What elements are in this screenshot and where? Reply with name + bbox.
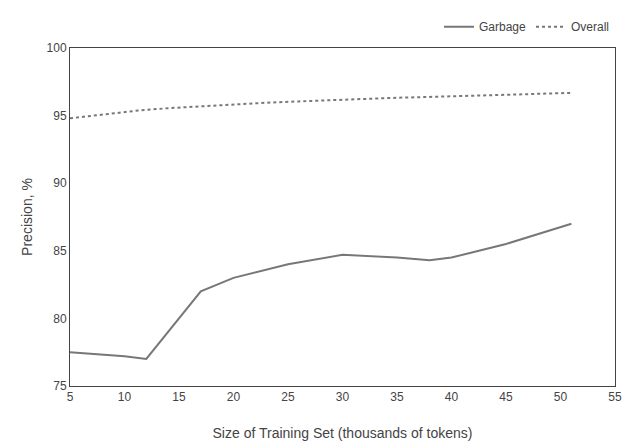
svg-text:45: 45 xyxy=(499,390,513,404)
svg-text:90: 90 xyxy=(53,176,67,190)
svg-text:80: 80 xyxy=(53,312,67,326)
svg-text:30: 30 xyxy=(336,390,350,404)
svg-text:50: 50 xyxy=(554,390,568,404)
svg-text:35: 35 xyxy=(390,390,404,404)
svg-text:85: 85 xyxy=(53,244,67,258)
svg-text:55: 55 xyxy=(608,390,622,404)
svg-text:Size of Training Set (thousand: Size of Training Set (thousands of token… xyxy=(213,425,473,441)
svg-text:Precision, %: Precision, % xyxy=(19,178,35,256)
svg-text:95: 95 xyxy=(53,109,67,123)
svg-text:20: 20 xyxy=(227,390,241,404)
svg-text:40: 40 xyxy=(445,390,459,404)
svg-text:Garbage: Garbage xyxy=(479,20,526,34)
svg-text:5: 5 xyxy=(67,390,74,404)
svg-text:100: 100 xyxy=(47,41,67,55)
svg-text:15: 15 xyxy=(172,390,186,404)
svg-text:Overall: Overall xyxy=(571,20,609,34)
svg-text:75: 75 xyxy=(53,379,67,393)
svg-text:25: 25 xyxy=(281,390,295,404)
svg-text:10: 10 xyxy=(118,390,132,404)
